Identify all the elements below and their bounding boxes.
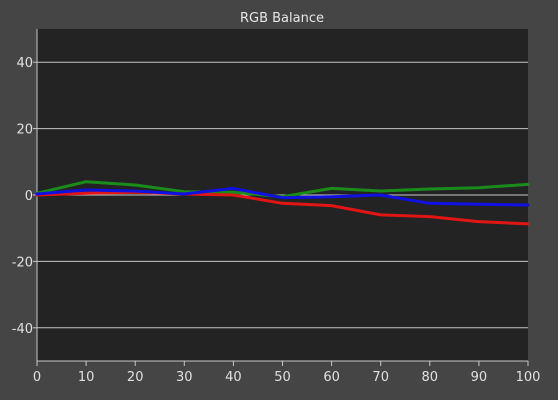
x-tick-label: 60 — [323, 370, 340, 385]
y-tick-label: 0 — [25, 189, 33, 204]
blue-series-line — [35, 186, 530, 207]
x-tick-label: 30 — [176, 370, 193, 385]
x-tick-label: 70 — [372, 370, 389, 385]
chart-title: RGB Balance — [240, 11, 324, 26]
y-tick-label: -40 — [12, 322, 33, 337]
y-tick-label: 40 — [16, 56, 33, 71]
x-tick-label: 40 — [225, 370, 242, 385]
x-tick-label: 80 — [422, 370, 439, 385]
x-tick-label: 20 — [127, 370, 144, 385]
grid-lines — [37, 61, 528, 329]
red-series-line — [35, 190, 530, 226]
series-lines — [35, 180, 530, 226]
y-tick-label: -20 — [12, 255, 33, 270]
x-tick-label: 10 — [78, 370, 95, 385]
x-tick-label: 50 — [274, 370, 291, 385]
tick-labels: -40 -20 0 20 40 0 10 20 30 40 50 60 70 80 90 100 — [12, 56, 541, 385]
y-tick-label: 20 — [16, 123, 33, 138]
x-tick-label: 100 — [516, 370, 541, 385]
x-tick-label: 90 — [471, 370, 488, 385]
x-tick-label: 0 — [33, 370, 41, 385]
